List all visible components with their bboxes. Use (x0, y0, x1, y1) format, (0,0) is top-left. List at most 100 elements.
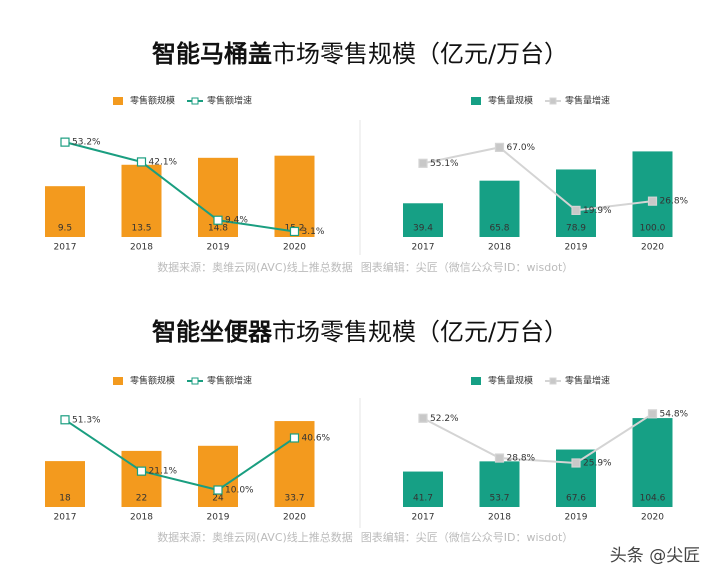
legend-label: 零售量规模 (488, 95, 533, 107)
bar (632, 418, 673, 507)
title-strong: 智能坐便器 (152, 318, 273, 346)
bar-value-label: 18 (59, 494, 71, 504)
bar (403, 471, 443, 507)
x-tick-label: 2020 (641, 513, 664, 523)
legend-swatch (471, 97, 481, 105)
line-value-label: 25.9% (583, 458, 612, 468)
legend-label: 零售额规模 (130, 95, 175, 107)
line-marker (418, 413, 428, 423)
legend-label: 零售额增速 (207, 375, 252, 387)
bar-value-label: 39.4 (413, 224, 433, 234)
title-strong: 智能马桶盖 (152, 40, 272, 68)
legend-marker (191, 377, 199, 385)
legend-label: 零售量增速 (565, 95, 610, 107)
bar-value-label: 53.7 (489, 494, 509, 504)
bar-value-label: 22 (136, 494, 147, 504)
line-marker (494, 142, 505, 152)
legend-marker (549, 377, 557, 385)
line-marker (213, 215, 223, 225)
bar-value-label: 41.7 (413, 494, 433, 504)
bar (479, 461, 520, 507)
bar (479, 180, 520, 237)
bar-value-label: 9.5 (58, 224, 72, 234)
bar-value-label: 67.6 (566, 494, 586, 504)
line-marker (289, 433, 300, 443)
x-tick-label: 2018 (488, 243, 511, 253)
legend-label: 零售量规模 (488, 375, 533, 387)
x-tick-label: 2019 (207, 243, 230, 253)
line-value-label: 52.2% (430, 414, 459, 424)
line-marker (494, 453, 505, 463)
source: 数据来源：奥维云网(AVC)线上推总数据 (157, 260, 353, 274)
bar-value-label: 65.8 (489, 224, 509, 234)
x-tick-label: 2018 (130, 513, 153, 523)
bar-value-label: 13.5 (131, 224, 151, 234)
line-marker (136, 466, 147, 476)
legend-marker (549, 97, 557, 105)
legend-swatch (113, 377, 123, 385)
legend-marker (191, 97, 199, 105)
bar-value-label: 14.8 (208, 224, 228, 234)
line-value-label: 10.0% (225, 486, 254, 496)
line (64, 418, 296, 492)
line-marker (647, 196, 658, 206)
bar (198, 445, 238, 507)
line-value-label: 26.8% (660, 197, 689, 207)
bar (403, 203, 443, 237)
x-tick-label: 2018 (488, 513, 511, 523)
legend-label: 零售量增速 (565, 375, 610, 387)
bar-value-label: 24 (212, 494, 224, 504)
bar-value-label: 33.7 (284, 494, 304, 504)
x-tick-label: 2017 (412, 513, 435, 523)
source: 数据来源：奥维云网(AVC)线上推总数据 (157, 530, 353, 544)
x-tick-label: 2019 (565, 513, 588, 523)
x-tick-label: 2019 (207, 513, 230, 523)
bar (45, 186, 85, 237)
x-tick-label: 2020 (283, 513, 306, 523)
line (64, 141, 295, 233)
section-title: 智能马桶盖市场零售规模（亿元/万台） (152, 40, 568, 68)
line-marker (289, 226, 300, 237)
bar (121, 164, 162, 237)
x-tick-label: 2019 (565, 243, 588, 253)
line-value-label: 67.0% (507, 143, 536, 153)
line-value-label: 19.9% (583, 206, 612, 216)
x-tick-label: 2017 (54, 513, 77, 523)
legend-label: 零售额规模 (130, 375, 175, 387)
line-marker (418, 158, 428, 168)
x-tick-label: 2017 (54, 243, 77, 253)
title-rest: 市场零售规模（亿元/万台） (272, 318, 568, 346)
title-rest: 市场零售规模（亿元/万台） (272, 40, 568, 68)
x-tick-label: 2020 (283, 243, 306, 253)
line-marker (136, 157, 147, 167)
bar (45, 461, 85, 507)
watermark: 头条 @尖匠 (610, 546, 700, 566)
line (422, 412, 654, 464)
line-marker (213, 485, 223, 495)
line-value-label: 42.1% (149, 157, 178, 167)
bar-value-label: 104.6 (640, 494, 666, 504)
line-value-label: 9.4% (225, 216, 248, 226)
legend-swatch (113, 97, 123, 105)
bar (632, 151, 673, 237)
line-marker (60, 415, 70, 425)
source: 图表编辑：尖匠（微信公众号ID：wisdot） (361, 530, 574, 544)
line-value-label: 55.1% (430, 159, 459, 169)
bar-value-label: 78.9 (566, 224, 586, 234)
bar (121, 450, 162, 507)
bar (274, 155, 315, 237)
x-tick-label: 2018 (130, 243, 153, 253)
line-value-label: 28.8% (507, 454, 536, 464)
line-value-label: 54.8% (660, 409, 689, 419)
line-value-label: 3.1% (302, 227, 325, 237)
line-value-label: 51.3% (72, 415, 101, 425)
line-marker (571, 458, 581, 468)
line-value-label: 40.6% (302, 433, 331, 443)
line-marker (571, 205, 581, 215)
bar-value-label: 100.0 (640, 224, 666, 234)
x-tick-label: 2020 (641, 243, 664, 253)
line (422, 146, 653, 212)
bar (556, 169, 596, 237)
legend-swatch (471, 377, 481, 385)
